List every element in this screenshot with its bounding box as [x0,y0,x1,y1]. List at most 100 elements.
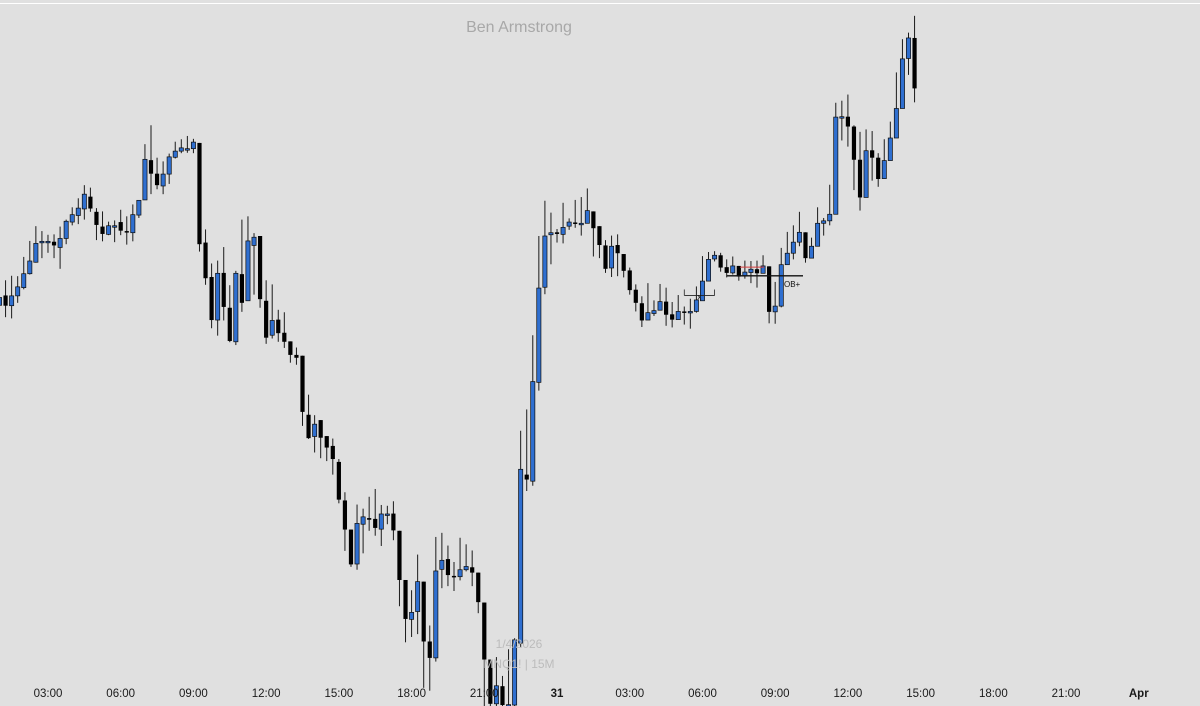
candle-body-up [433,570,439,659]
candle-body-up [57,238,63,248]
x-tick-label: 15:00 [906,688,935,700]
x-tick-label: Apr [1129,688,1149,700]
candle-body-up [75,207,81,216]
candle-body-down [373,518,378,528]
candle-body-down [294,354,299,358]
candle-body-up [881,160,887,179]
x-tick-label: 06:00 [688,688,717,700]
candle-body-down [476,572,481,603]
candle-body-up [730,265,736,274]
candle-body-up [106,225,112,235]
candle-body-up [245,240,251,302]
x-tick-label: 18:00 [979,688,1008,700]
candle-body-down [736,265,741,277]
candle-body-down [306,414,311,439]
candle-body-down [445,559,451,576]
x-tick-label: 03:00 [34,688,63,700]
candle-body-up [439,559,445,570]
candle-body-up [215,272,221,321]
candle-body-down [318,420,323,438]
candle-body-up [760,265,766,274]
candle-body-down [203,242,208,279]
candle-body-down [754,269,760,274]
candle-body-up [27,260,33,275]
candle-body-up [178,147,184,152]
candle-body-up [15,286,21,297]
x-tick-label: 03:00 [615,688,644,700]
candle-body-up [790,241,796,254]
candle-body-down [197,142,202,245]
candle-body-up [536,287,542,383]
candle-body-down [857,159,863,198]
candle-body-up [384,513,390,516]
candle-body-down [488,659,493,704]
candle-body-down [845,116,850,127]
candle-body-up [609,245,615,269]
candle-body-up [839,116,845,119]
candle-body-up [81,193,87,210]
candle-body-up [815,222,821,247]
candle-body-down [718,255,723,268]
candle-body-down [257,236,263,300]
candle-body-up [796,231,802,243]
candle-body-down [554,232,560,234]
candle-body-up [9,295,15,307]
candle-body-up [233,272,239,343]
x-tick-label: 09:00 [179,688,208,700]
x-tick-label: 09:00 [761,688,790,700]
candle-body-up [651,310,657,314]
candle-body-up [887,137,893,161]
candle-body-down [51,241,57,246]
candle-body-up [893,108,899,139]
range-label: x [697,292,701,301]
candle-body-down [603,245,608,269]
candle-body-up [409,612,415,620]
candle-body-up [269,320,275,336]
candle-body-down [427,641,432,658]
candle-body-down [615,245,620,254]
watermark-date: 1/4/2026 [496,637,543,651]
candle-body-down [391,513,396,531]
annotations-layer: OB+ x [683,266,803,301]
candle-body-up [45,240,51,244]
candle-body-up [700,280,705,302]
candle-body-down [500,686,505,706]
candle-body-down [627,270,632,291]
candle-body-up [493,685,499,705]
candle-body-down [100,226,105,234]
candle-body-down [239,274,244,303]
candle-body-down [670,314,675,320]
candle-body-up [645,312,651,321]
candle-body-up [184,148,190,151]
candle-body-up [63,220,69,239]
candle-body-down [639,303,644,321]
candle-body-up [809,245,814,259]
candle-body-down [397,530,402,580]
candle-body-down [524,474,529,480]
candle-body-up [378,513,384,530]
candle-body-down [288,341,293,355]
candle-body-up [190,141,196,150]
candle-body-up [578,222,584,226]
candle-body-down [470,567,475,573]
candle-body-down [451,575,457,578]
x-tick-label: 31 [551,688,564,700]
x-tick-label: 18:00 [397,688,426,700]
candle-body-down [264,300,269,338]
candle-body-down [348,529,354,565]
watermark-author: Ben Armstrong [466,19,572,36]
candle-body-up [566,221,572,227]
candle-body-up [712,254,718,260]
candle-body-down [482,602,487,660]
candle-body-up [33,243,39,263]
candle-body-up [130,214,136,234]
candle-body-down [154,173,160,186]
ob-label: OB+ [784,280,801,289]
candle-body-up [69,214,75,223]
candle-body-down [209,277,214,321]
candle-body-down [336,461,341,500]
candle-body-up [512,639,518,706]
candle-body-down [367,518,372,520]
